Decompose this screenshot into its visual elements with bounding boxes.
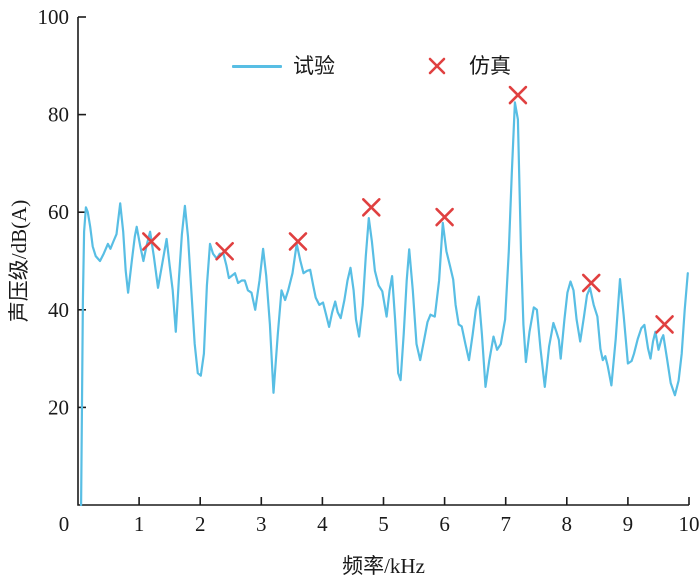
x-tick-label-3: 3 xyxy=(256,512,267,536)
y-tick-label-60: 60 xyxy=(48,200,69,224)
x-tick-label-4: 4 xyxy=(317,512,328,536)
y-tick-label-40: 40 xyxy=(48,298,69,322)
y-axis-title: 声压级/dB(A) xyxy=(7,199,31,323)
simulation-marker xyxy=(508,85,528,105)
x-tick-label-6: 6 xyxy=(439,512,450,536)
y-tick-label-100: 100 xyxy=(38,5,70,29)
y-tick-label-80: 80 xyxy=(48,103,69,127)
legend-sim-label: 仿真 xyxy=(469,54,511,78)
legend-test-label: 试验 xyxy=(293,54,335,78)
legend-sim-x-icon xyxy=(428,57,446,75)
x-tick-label-1: 1 xyxy=(134,512,145,536)
simulation-marker xyxy=(435,207,454,227)
y-tick-label-20: 20 xyxy=(48,395,69,419)
x-tick-label-10: 10 xyxy=(679,512,700,536)
simulation-marker xyxy=(655,315,674,334)
simulation-marker xyxy=(215,241,234,261)
x-tick-label-5: 5 xyxy=(378,512,389,536)
simulation-marker xyxy=(288,232,308,251)
test-series-line xyxy=(79,101,689,507)
legend-test-line-swatch xyxy=(232,64,282,68)
axes-spines xyxy=(77,17,689,506)
x-tick-label-7: 7 xyxy=(500,512,511,536)
simulation-marker xyxy=(361,198,381,217)
x-tick-label-9: 9 xyxy=(623,512,634,536)
simulation-marker xyxy=(142,232,161,251)
legend: 试验 仿真 xyxy=(232,54,511,78)
x-axis-title: 频率/kHz xyxy=(342,554,425,578)
x-tick-label-0: 0 xyxy=(59,512,70,536)
x-tick-label-8: 8 xyxy=(562,512,573,536)
simulation-marker xyxy=(581,273,601,293)
x-tick-label-2: 2 xyxy=(195,512,206,536)
